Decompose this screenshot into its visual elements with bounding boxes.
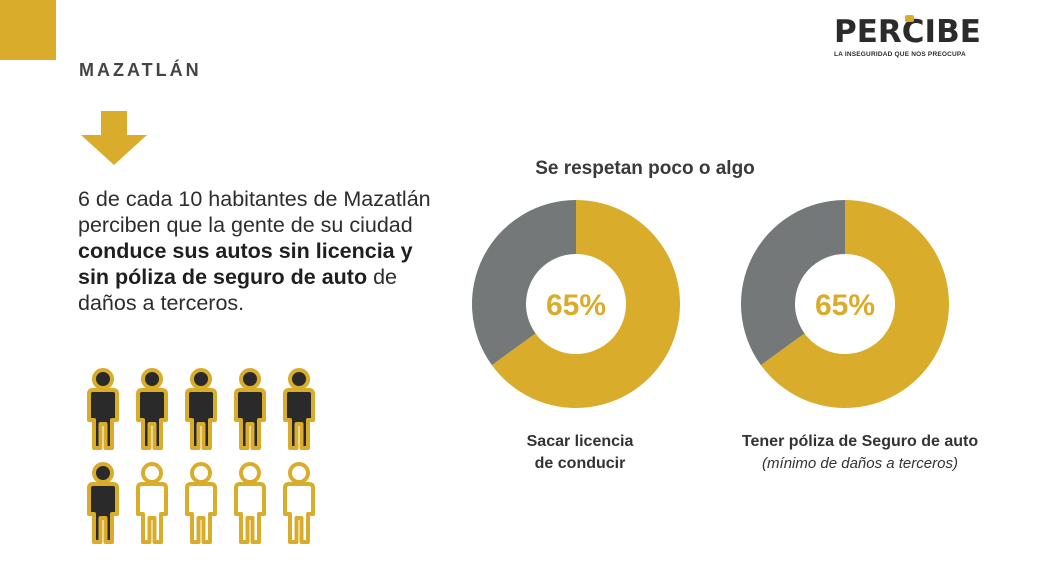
person-icon [234, 368, 266, 450]
main-statement: 6 de cada 10 habitantes de Mazatlán perc… [78, 186, 438, 316]
person-icon [185, 368, 217, 450]
donut-label-insurance-line2: (mínimo de daños a terceros) [762, 455, 958, 472]
person-icon [283, 368, 315, 450]
statement-text-1: 6 de cada 10 habitantes de Mazatlán perc… [78, 187, 431, 237]
logo-wordmark: PERCIBE [834, 14, 981, 50]
city-title: MAZATLÁN [79, 60, 202, 80]
person-icon [283, 462, 315, 544]
chart-title: Se respetan poco o algo [535, 158, 755, 179]
person-icon [136, 462, 168, 544]
donut-label-license-line2: de conducir [534, 455, 626, 472]
chart-area: Se respetan poco o algo 65% Sacar licenc… [450, 150, 1010, 570]
donut-slice-1-1 [741, 200, 845, 366]
donut-label-insurance: Tener póliza de Seguro de auto (mínimo d… [710, 431, 1010, 475]
donut-slice-0-0 [491, 200, 680, 408]
person-icon [234, 462, 266, 544]
person-icon [136, 368, 168, 450]
people-pictogram [80, 366, 330, 551]
donut-slice-1-0 [760, 200, 949, 408]
donut-label-insurance-line1: Tener póliza de Seguro de auto [741, 433, 979, 450]
logo-tagline: LA INSEGURIDAD QUE NOS PREOCUPA [834, 51, 966, 58]
statement-bold: conduce sus autos sin licencia y sin pól… [78, 239, 413, 289]
corner-accent-block [0, 0, 56, 60]
arrow-down-icon [81, 111, 147, 165]
donut-center-label-0: 65% [546, 289, 606, 322]
donut-slice-0-1 [472, 200, 576, 366]
percibe-logo: PERCIBE LA INSEGURIDAD QUE NOS PREOCUPA [834, 14, 1004, 66]
donut-center-label-1: 65% [815, 289, 875, 322]
person-icon [87, 462, 119, 544]
person-icon [87, 368, 119, 450]
donut-label-license: Sacar licencia de conducir [450, 431, 710, 475]
donut-chart-insurance: 65% [739, 198, 951, 410]
donut-label-license-line1: Sacar licencia [526, 433, 634, 450]
statement-text-2: de daños a terceros. [78, 265, 397, 315]
person-icon [185, 462, 217, 544]
donut-chart-license: 65% [470, 198, 682, 410]
